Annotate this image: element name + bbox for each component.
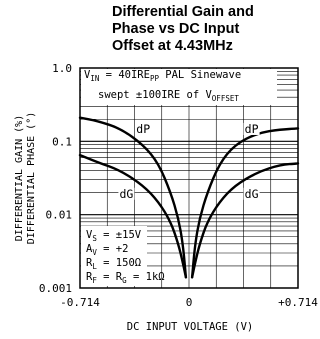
- title-line-3: Offset at 4.43MHz: [112, 38, 233, 54]
- y-tick-label: 0.001: [39, 282, 72, 295]
- legend-box: [81, 69, 277, 105]
- plot-frame: [79, 67, 299, 289]
- series-dg-negative: [78, 153, 188, 279]
- conditions-box: [81, 226, 147, 286]
- condition-line-4: RF = RG = 1kΩ: [86, 271, 165, 285]
- series-layer: dP dP dG dG: [78, 116, 300, 279]
- curve-label-dg: dG: [119, 187, 133, 201]
- chart-title: Differential Gain and Phase vs DC Input …: [112, 4, 320, 55]
- legend-line-2: swept ±100IRE of VOFFSET: [98, 89, 239, 103]
- series-dg-positive: [190, 162, 300, 279]
- y-tick-label: 1.0: [52, 62, 72, 75]
- series-dp-negative: [78, 116, 188, 279]
- x-tick-label: +0.714: [278, 296, 318, 309]
- x-axis-label: DC INPUT VOLTAGE (V): [127, 321, 253, 333]
- title-line-2: Phase vs DC Input: [112, 21, 240, 37]
- x-tick-label: -0.714: [60, 296, 100, 309]
- y-axis-label-1: DIFFERENTIAL GAIN (%): [14, 115, 25, 241]
- y-tick-label: 0.1: [52, 135, 72, 148]
- curve-label-dp: dP: [136, 122, 150, 136]
- series-dp-positive: [190, 127, 300, 279]
- y-axis-label-2: DIFFERENTIAL PHASE (°): [26, 112, 37, 244]
- curve-label-dg: dG: [245, 187, 259, 201]
- x-tick-label: 0: [186, 296, 193, 309]
- condition-line-1: VS = ±15V: [86, 229, 142, 243]
- curve-label-dp: dP: [245, 122, 259, 136]
- legend-line-1: VIN = 40IREPP PAL Sinewave: [84, 69, 241, 83]
- y-tick-label: 0.01: [46, 209, 73, 222]
- title-line-1: Differential Gain and: [112, 4, 254, 20]
- condition-line-2: AV = +2: [86, 243, 128, 257]
- condition-line-3: RL = 150Ω: [86, 257, 141, 271]
